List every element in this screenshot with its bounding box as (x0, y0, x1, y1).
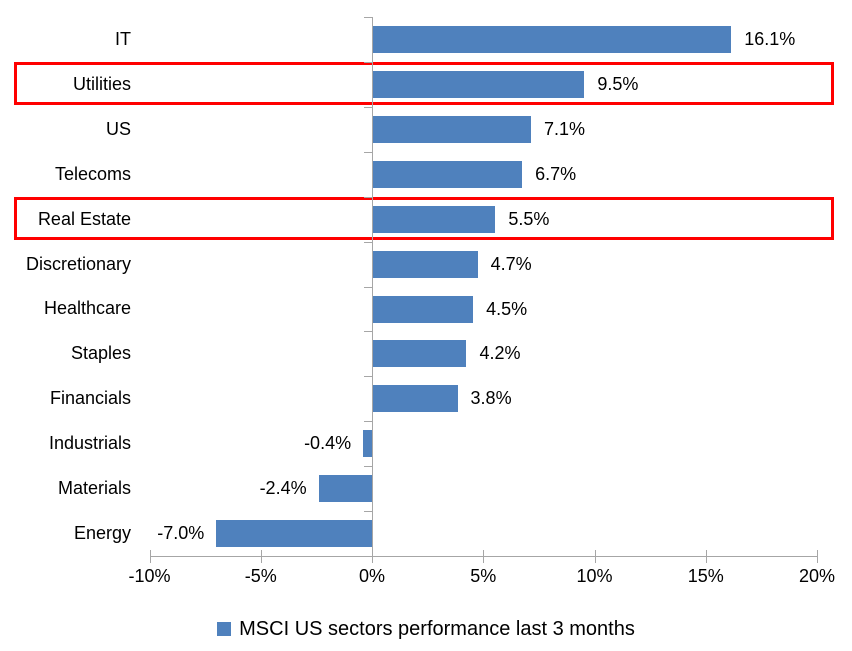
bar (216, 520, 372, 548)
x-axis-tick (595, 550, 596, 563)
x-axis-tick-label: 20% (798, 566, 836, 586)
category-label: Discretionary (25, 253, 131, 274)
category-label: Telecoms (54, 163, 131, 184)
bar (373, 340, 467, 368)
x-axis-tick-label: -5% (244, 566, 277, 586)
category-tick (364, 287, 373, 288)
data-label: 3.8% (470, 388, 512, 409)
legend-swatch-icon (217, 622, 232, 636)
data-label: -2.4% (259, 478, 307, 499)
bar (373, 205, 496, 233)
legend-label: MSCI US sectors performance last 3 month… (239, 617, 635, 640)
category-tick (364, 511, 373, 512)
category-label: US (105, 118, 131, 139)
x-axis-tick-label: 5% (470, 566, 497, 586)
chart-legend: MSCI US sectors performance last 3 month… (0, 612, 852, 646)
x-axis-tick-label: 15% (687, 566, 724, 586)
x-axis-tick (150, 550, 151, 563)
data-label: 9.5% (597, 73, 639, 94)
bar (373, 250, 478, 278)
data-label: 4.5% (486, 298, 528, 319)
category-tick (364, 107, 373, 108)
category-label: Energy (73, 523, 131, 544)
x-axis-tick (483, 550, 484, 563)
bar (318, 475, 372, 503)
category-tick (364, 152, 373, 153)
bar (363, 430, 372, 458)
x-axis-tick (372, 550, 373, 563)
x-axis-tick (261, 550, 262, 563)
bar (373, 160, 523, 188)
x-axis-tick-label: 0% (358, 566, 385, 586)
data-label: 4.7% (490, 253, 532, 274)
data-label: -0.4% (304, 433, 352, 454)
x-axis-tick-label: -10% (128, 566, 171, 586)
data-label: -7.0% (157, 523, 205, 544)
bar (373, 26, 732, 53)
data-label: 6.7% (535, 163, 577, 184)
data-label: 7.1% (543, 118, 585, 139)
category-label: Materials (57, 478, 131, 499)
data-label: 4.2% (479, 343, 521, 364)
category-tick (364, 62, 373, 63)
x-axis-tick (817, 550, 818, 563)
category-tick (364, 17, 373, 18)
y-axis-line (372, 17, 373, 556)
category-label: Financials (49, 388, 131, 409)
category-label: IT (115, 28, 131, 49)
bar (373, 295, 474, 323)
category-tick (364, 466, 373, 467)
bar (373, 385, 458, 413)
category-label: Utilities (72, 73, 131, 94)
category-label: Real Estate (37, 208, 131, 229)
highlight-box-utilities (14, 62, 834, 106)
category-tick (364, 197, 373, 198)
category-label: Healthcare (43, 298, 131, 319)
data-label: 5.5% (508, 208, 550, 229)
x-axis-tick-label: 10% (576, 566, 613, 586)
x-axis-tick (706, 550, 707, 563)
category-label: Industrials (48, 433, 131, 454)
category-tick (364, 376, 373, 377)
highlight-box-real-estate (14, 197, 834, 241)
bar (373, 115, 531, 143)
category-label: Staples (70, 343, 131, 364)
category-tick (364, 421, 373, 422)
bar (373, 70, 585, 98)
data-label: 16.1% (744, 29, 796, 49)
category-tick (364, 242, 373, 243)
category-tick (364, 331, 373, 332)
